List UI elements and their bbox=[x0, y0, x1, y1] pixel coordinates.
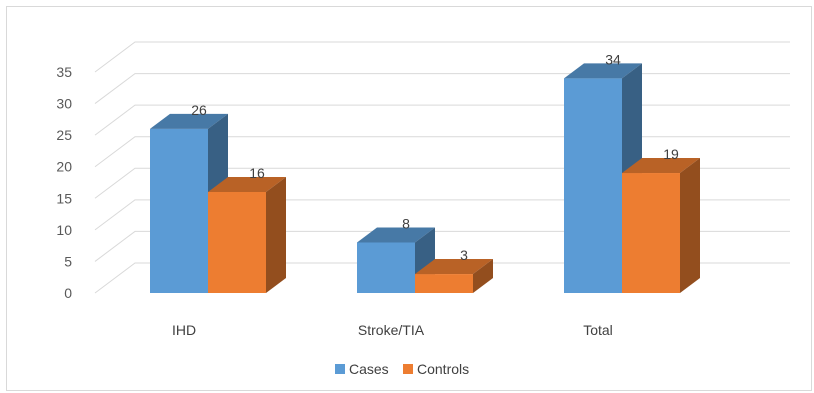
y-tick-label: 20 bbox=[56, 159, 72, 175]
legend: Cases Controls bbox=[335, 361, 469, 377]
data-label: 19 bbox=[663, 146, 679, 162]
bar-top bbox=[415, 259, 493, 275]
bar-controls-total bbox=[622, 158, 700, 293]
bar-front bbox=[564, 78, 622, 293]
legend-label: Controls bbox=[417, 361, 469, 377]
y-tick-label: 5 bbox=[64, 253, 72, 269]
data-label: 16 bbox=[249, 165, 265, 181]
x-tick-label: Stroke/TIA bbox=[358, 322, 425, 338]
y-tick-label: 15 bbox=[56, 190, 72, 206]
bar-top bbox=[150, 113, 228, 129]
data-label: 34 bbox=[605, 51, 621, 67]
x-tick-label: IHD bbox=[172, 322, 196, 338]
bar-side bbox=[266, 176, 286, 293]
bar-front bbox=[150, 128, 208, 293]
y-tick-label: 35 bbox=[56, 64, 72, 80]
bar-top bbox=[208, 176, 286, 192]
bar-controls-ihd bbox=[208, 176, 286, 293]
data-label: 8 bbox=[402, 215, 410, 231]
legend-item-cases: Cases bbox=[335, 361, 389, 377]
bar-top bbox=[564, 63, 642, 79]
legend-item-controls: Controls bbox=[403, 361, 469, 377]
legend-swatch bbox=[335, 364, 345, 374]
bar-top bbox=[357, 227, 435, 243]
bar-front bbox=[415, 274, 473, 293]
bar-front bbox=[357, 242, 415, 293]
gridline bbox=[94, 73, 790, 104]
bar-controls-stroke-tia bbox=[415, 259, 493, 293]
y-tick-label: 25 bbox=[56, 127, 72, 143]
bar-top bbox=[622, 158, 700, 174]
y-tick-label: 10 bbox=[56, 222, 72, 238]
bar-side bbox=[473, 259, 493, 293]
data-label: 26 bbox=[191, 102, 207, 118]
x-tick-label: Total bbox=[583, 322, 613, 338]
bar-front bbox=[622, 173, 680, 293]
gridline bbox=[94, 41, 790, 73]
legend-swatch bbox=[403, 364, 413, 374]
y-tick-label: 0 bbox=[64, 285, 72, 301]
bars bbox=[150, 63, 700, 293]
bar-front bbox=[208, 191, 266, 293]
y-tick-label: 30 bbox=[56, 96, 72, 112]
data-label: 3 bbox=[460, 247, 468, 263]
legend-label: Cases bbox=[349, 361, 389, 377]
bar-side bbox=[680, 158, 700, 293]
